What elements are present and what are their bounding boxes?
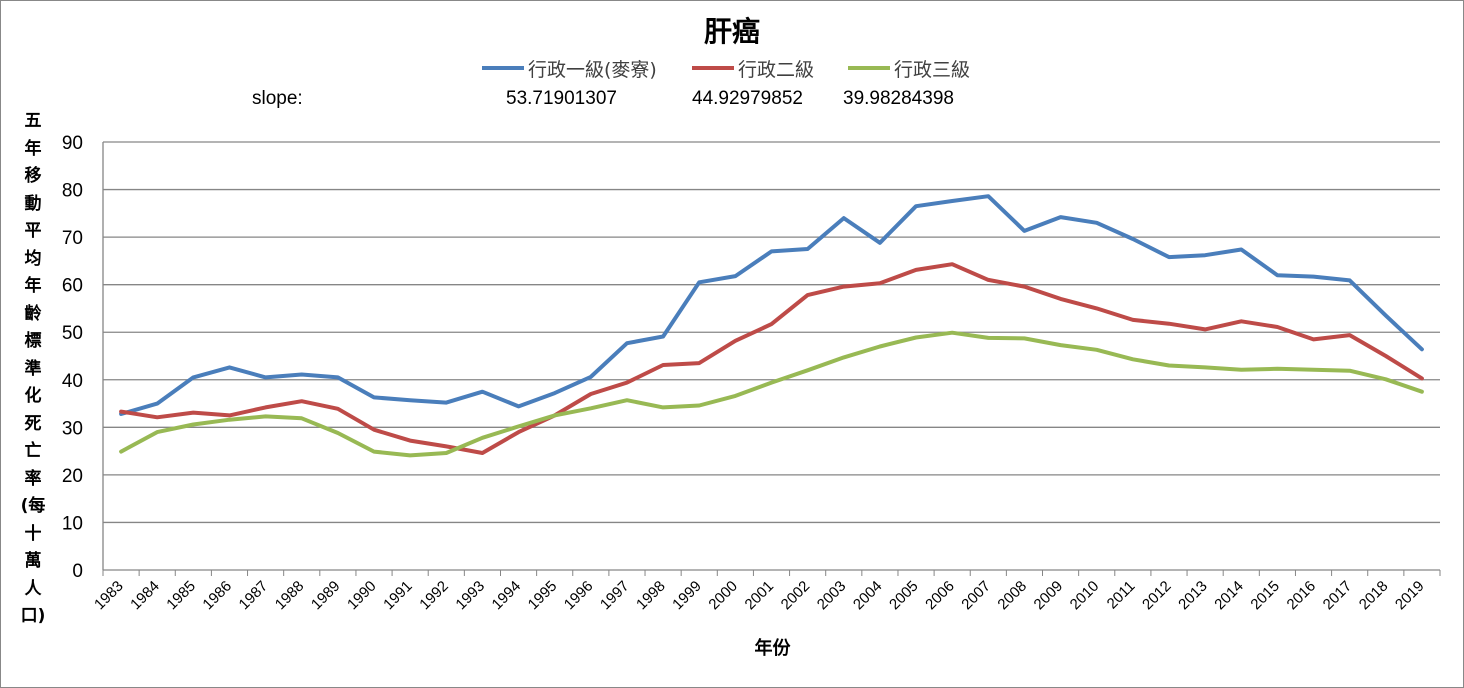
y-tick-label: 40: [62, 371, 83, 392]
x-tick-label: 1987: [236, 578, 272, 614]
x-tick-label: 2000: [705, 578, 741, 614]
x-tick-label: 2016: [1284, 578, 1320, 614]
x-tick-label: 1991: [380, 578, 416, 614]
x-tick-label: 1988: [272, 578, 308, 614]
legend-label-series-2: 行政二級: [738, 58, 815, 81]
x-tick-label: 2012: [1139, 578, 1175, 614]
x-tick-label: 2015: [1247, 578, 1283, 614]
legend-label-series-1: 行政一級(麥寮): [528, 58, 657, 81]
y-tick-label: 20: [62, 466, 83, 487]
legend-item-series-3: 行政三級: [848, 56, 971, 81]
x-tick-label: 2010: [1067, 578, 1103, 614]
x-tick-label: 2003: [814, 578, 850, 614]
x-tick-label: 1989: [308, 578, 344, 614]
legend-item-series-1: 行政一級(麥寮): [482, 56, 657, 81]
y-tick-label: 90: [62, 133, 83, 154]
y-tick-label: 60: [62, 276, 83, 297]
x-tick-label: 2006: [922, 578, 958, 614]
slope-label: slope:: [252, 88, 303, 109]
x-tick-label: 2001: [742, 578, 778, 614]
slope-value-series-3: 39.98284398: [843, 88, 954, 109]
series-line-1: [119, 194, 1424, 416]
y-tick-label: 10: [62, 513, 83, 534]
x-tick-label: 1994: [489, 578, 525, 614]
legend-swatch-series-2: [692, 66, 734, 70]
x-tick-label: 2009: [1031, 578, 1067, 614]
y-tick-label: 0: [72, 561, 83, 582]
x-tick-label: 1998: [633, 578, 669, 614]
legend-label-series-3: 行政三級: [894, 58, 971, 81]
x-tick-label: 1996: [561, 578, 597, 614]
legend-swatch-series-3: [848, 66, 890, 70]
x-tick-label: 2019: [1392, 578, 1428, 614]
x-tick-label: 1984: [127, 578, 163, 614]
x-tick-label: 1983: [91, 578, 127, 614]
y-tick-label: 70: [62, 228, 83, 249]
y-tick-label: 80: [62, 181, 83, 202]
y-tick-label: 30: [62, 418, 83, 439]
y-tick-label: 50: [62, 323, 83, 344]
x-tick-label: 1986: [199, 578, 235, 614]
legend-swatch-series-1: [482, 66, 524, 70]
x-tick-label: 1992: [416, 578, 452, 614]
x-tick-label: 2018: [1356, 578, 1392, 614]
x-tick-label: 2002: [778, 578, 814, 614]
legend-item-series-2: 行政二級: [692, 56, 815, 81]
x-tick-label: 2014: [1211, 578, 1247, 614]
y-axis-label: 五年移動平均年齡標準化死亡率(每十萬人口): [20, 111, 46, 626]
slope-value-series-2: 44.92979852: [692, 88, 803, 109]
legend: 行政一級(麥寮) 行政二級 行政三級: [0, 56, 1464, 81]
x-tick-label: 2013: [1175, 578, 1211, 614]
x-tick-label: 1990: [344, 578, 380, 614]
x-tick-label: 1997: [597, 578, 633, 614]
x-tick-label: 2004: [850, 578, 886, 614]
x-tick-label: 2008: [994, 578, 1030, 614]
x-tick-label: 2005: [886, 578, 922, 614]
x-tick-label: 1995: [525, 578, 561, 614]
series-line-2: [119, 262, 1424, 455]
x-tick-label: 2011: [1104, 578, 1139, 613]
series-line-3: [119, 330, 1424, 458]
x-tick-label: 2017: [1320, 578, 1356, 614]
slope-value-series-1: 53.71901307: [506, 88, 617, 109]
x-tick-label: 1993: [452, 578, 488, 614]
x-tick-label: 1985: [163, 578, 199, 614]
chart-title: 肝癌: [703, 15, 760, 48]
x-tick-label: 2007: [958, 578, 994, 614]
x-tick-label: 1999: [669, 578, 705, 614]
x-axis-label: 年份: [754, 638, 791, 659]
